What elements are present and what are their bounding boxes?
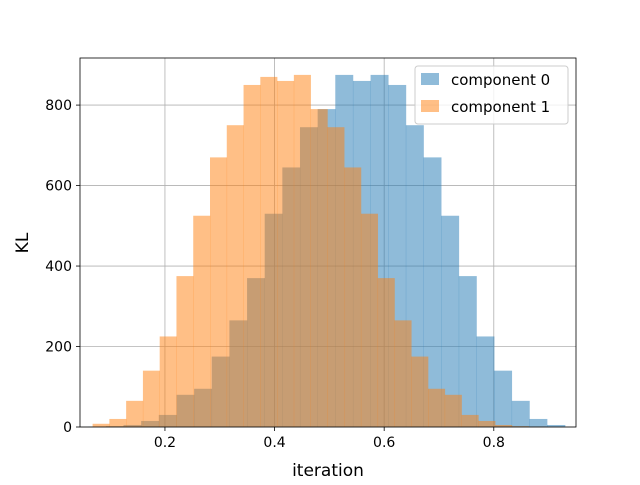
x-tick-label: 0.8 [483, 435, 505, 451]
histogram-bar-component-1 [109, 419, 126, 427]
legend: component 0 component 1 [415, 66, 568, 124]
y-tick-label: 200 [45, 340, 72, 356]
histogram-bar-component-1 [344, 167, 361, 427]
histogram-bar-component-1 [210, 157, 227, 427]
histogram-bar-component-0 [529, 419, 547, 427]
histogram-bar-component-1 [160, 336, 177, 427]
legend-label-component-0: component 0 [451, 71, 550, 89]
histogram-bar-component-1 [227, 125, 244, 427]
x-axis-label: iteration [292, 461, 364, 480]
histogram-bar-component-1 [462, 415, 479, 427]
histogram-bar-component-1 [378, 278, 395, 427]
histogram-bar-component-1 [411, 357, 428, 427]
histogram-bar-component-1 [244, 85, 261, 427]
histogram-bar-component-1 [176, 276, 193, 427]
y-axis-label: KL [13, 232, 33, 253]
histogram-bar-component-0 [494, 371, 512, 427]
histogram-bar-component-1 [260, 77, 277, 427]
histogram-bar-component-1 [428, 389, 445, 427]
y-tick-label: 400 [45, 259, 72, 275]
y-tick-label: 800 [45, 98, 72, 114]
histogram-bar-component-1 [478, 421, 495, 427]
x-tick-label: 0.2 [154, 435, 176, 451]
histogram-bar-component-1 [445, 395, 462, 427]
histogram-bar-component-1 [93, 424, 110, 427]
histogram-bar-component-0 [476, 336, 494, 427]
histogram-bar-component-1 [311, 109, 328, 427]
histogram-bar-component-1 [394, 320, 411, 427]
y-tick-label: 600 [45, 179, 72, 195]
histogram-bar-component-1 [277, 81, 294, 427]
x-tick-label: 0.6 [373, 435, 395, 451]
histogram-bar-component-1 [193, 216, 210, 427]
histogram-bar-component-1 [126, 401, 143, 427]
legend-label-component-1: component 1 [451, 98, 550, 116]
legend-swatch-component-0 [421, 73, 439, 85]
histogram-bar-component-1 [143, 371, 160, 427]
y-tick-label: 0 [63, 420, 72, 436]
histogram-bar-component-0 [512, 401, 530, 427]
x-tick-label: 0.4 [263, 435, 285, 451]
histogram-bar-component-1 [361, 214, 378, 427]
histogram-bar-component-1 [327, 127, 344, 427]
legend-swatch-component-1 [421, 100, 439, 112]
histogram-bar-component-1 [294, 75, 311, 427]
